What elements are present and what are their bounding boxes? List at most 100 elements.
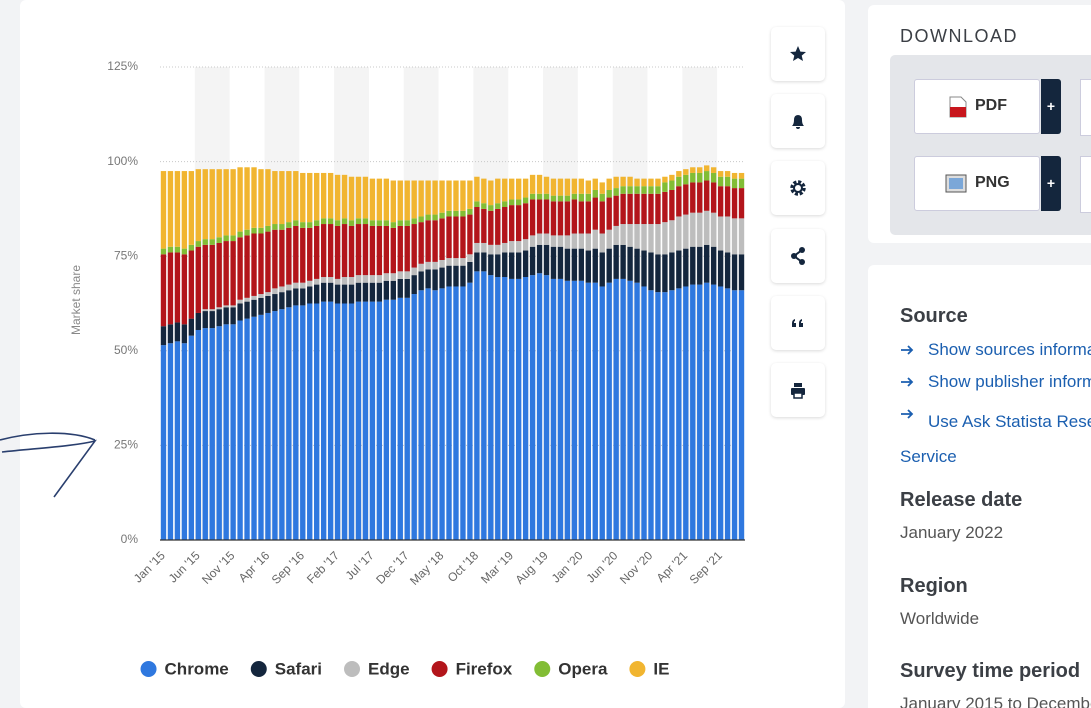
- bar-segment: [515, 241, 522, 253]
- bar-segment: [209, 309, 215, 312]
- bar-segment: [307, 280, 313, 287]
- bar-segment: [300, 305, 306, 540]
- bar-segment: [578, 248, 585, 281]
- bar-segment: [585, 233, 591, 251]
- legend-label: Firefox: [456, 659, 513, 678]
- publisher-link[interactable]: Show publisher information: [928, 372, 1091, 391]
- bar-segment: [230, 324, 236, 540]
- bar-segment: [251, 316, 257, 540]
- settings-button[interactable]: [771, 161, 825, 215]
- bar-segment: [446, 286, 452, 540]
- bar-segment: [286, 307, 292, 540]
- bar-segment: [690, 284, 696, 540]
- cite-button[interactable]: [771, 296, 825, 350]
- download-button[interactable]: [1080, 156, 1091, 213]
- bar-segment: [223, 241, 229, 306]
- bar-segment: [286, 227, 292, 285]
- bar-segment: [683, 286, 689, 540]
- bar-segment: [529, 275, 536, 540]
- bar-segment: [383, 273, 390, 281]
- bar-segment: [202, 311, 208, 329]
- pdf-plus[interactable]: +: [1041, 79, 1061, 134]
- bar-segment: [474, 271, 480, 540]
- x-tick-label: Dec '17: [373, 548, 412, 587]
- png-button[interactable]: PNG +: [914, 156, 1061, 211]
- bar-segment: [481, 208, 487, 243]
- link-arrow: [901, 345, 914, 355]
- bar-segment: [710, 246, 717, 285]
- bar-segment: [411, 267, 417, 276]
- pdf-button[interactable]: PDF +: [914, 79, 1061, 134]
- y-tick-label: 25%: [114, 438, 138, 452]
- source-link[interactable]: Show sources information: [928, 340, 1091, 359]
- bar-segment: [411, 294, 417, 540]
- bar-segment: [515, 278, 522, 540]
- bar-segment: [286, 171, 292, 223]
- bar-segment: [662, 182, 668, 192]
- bar-segment: [571, 233, 578, 249]
- bar-segment: [578, 280, 585, 540]
- bar-segment: [453, 265, 459, 287]
- bar-segment: [634, 178, 640, 187]
- bar-segment: [237, 167, 243, 232]
- bar-segment: [502, 201, 508, 208]
- bar-segment: [397, 278, 403, 298]
- bar-segment: [320, 172, 327, 219]
- bar-segment: [460, 265, 466, 287]
- bar-segment: [522, 178, 529, 198]
- bar-segment: [683, 248, 689, 287]
- png-plus[interactable]: +: [1041, 156, 1061, 211]
- bar-segment: [627, 193, 633, 225]
- bar-segment: [704, 210, 710, 245]
- bar-segment: [641, 178, 647, 187]
- bar-segment: [251, 295, 257, 300]
- bar-segment: [717, 250, 724, 287]
- bar-segment: [216, 242, 222, 308]
- bar-segment: [320, 224, 327, 278]
- print-button[interactable]: [771, 363, 825, 417]
- bar-segment: [320, 218, 327, 225]
- bar-segment: [341, 174, 348, 219]
- bar-segment: [439, 212, 445, 219]
- bar-segment: [529, 193, 536, 200]
- bar-segment: [627, 176, 633, 187]
- bar-segment: [571, 199, 578, 234]
- bar-segment: [314, 278, 320, 285]
- bar-segment: [592, 229, 598, 249]
- bar-segment: [488, 210, 494, 245]
- x-tick-label: Aug '19: [512, 548, 551, 587]
- bar-segment: [334, 174, 341, 221]
- share-button[interactable]: [771, 229, 825, 283]
- bar-segment: [404, 180, 410, 221]
- bar-segment: [648, 186, 654, 194]
- research-link[interactable]: Use Ask Statista Research Service: [900, 412, 1091, 466]
- bar-segment: [404, 278, 410, 298]
- bar-segment: [502, 178, 508, 202]
- bar-segment: [195, 241, 201, 247]
- bar-segment: [397, 271, 403, 279]
- bar-segment: [536, 174, 543, 194]
- bar-segment: [244, 301, 250, 319]
- bar-segment: [676, 186, 682, 217]
- notification-button[interactable]: [771, 94, 825, 148]
- bar-segment: [327, 282, 334, 302]
- bar-segment: [160, 345, 167, 540]
- bar-segment: [425, 220, 431, 262]
- bar-segment: [174, 341, 181, 540]
- bar-segment: [662, 254, 668, 293]
- bar-segment: [439, 218, 445, 260]
- bar-segment: [307, 286, 313, 304]
- bar-segment: [314, 220, 320, 226]
- legend-marker: [140, 661, 157, 677]
- favorite-button[interactable]: [771, 27, 825, 81]
- bar-segment: [272, 311, 278, 540]
- bar-segment: [676, 176, 682, 187]
- bar-segment: [467, 261, 473, 283]
- bar-segment: [307, 172, 313, 223]
- bar-segment: [606, 248, 612, 283]
- download-button[interactable]: [1080, 79, 1091, 136]
- bar-segment: [244, 235, 250, 298]
- bar-segment: [522, 239, 529, 251]
- bar-segment: [341, 284, 348, 304]
- bar-segment: [592, 282, 598, 540]
